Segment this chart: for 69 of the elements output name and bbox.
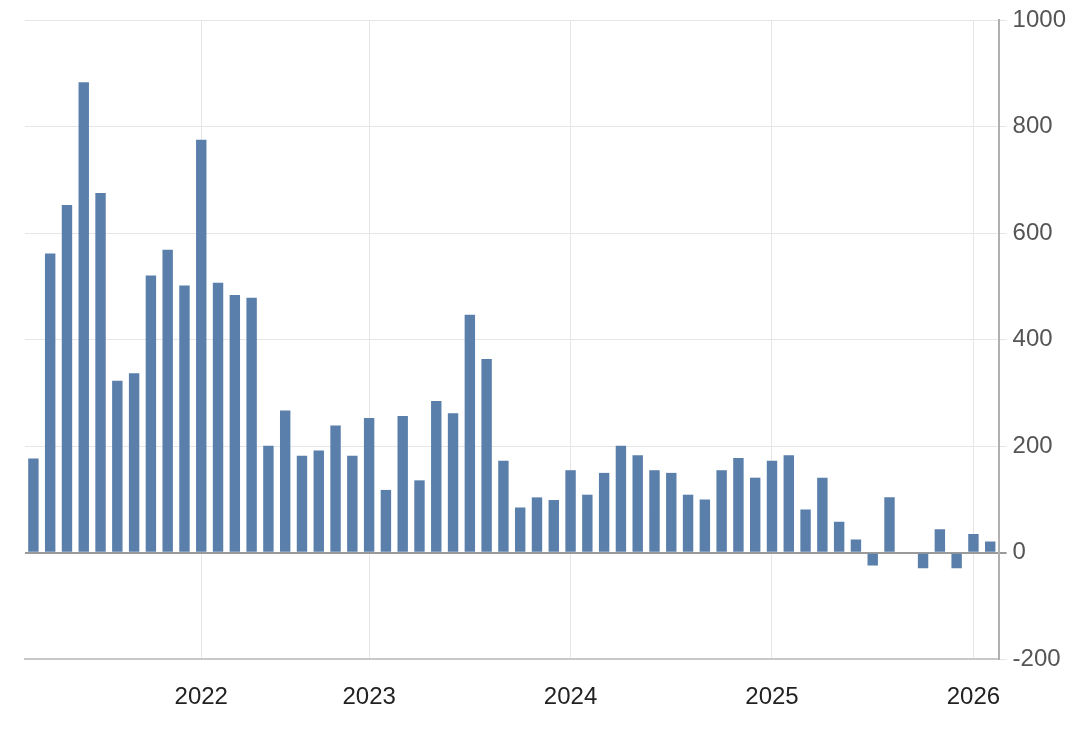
bar — [296, 455, 308, 552]
bar — [128, 373, 140, 552]
x-tick-label: 2023 — [342, 682, 396, 710]
bar — [833, 521, 845, 552]
bar — [330, 425, 341, 552]
bar — [548, 500, 559, 552]
bar — [78, 82, 89, 552]
bar — [279, 410, 291, 552]
bar — [145, 275, 157, 552]
y-tick-label: 200 — [1012, 430, 1053, 458]
bar — [380, 489, 392, 552]
bar — [884, 497, 895, 552]
bar — [112, 380, 123, 552]
bar — [800, 509, 811, 552]
bar — [431, 401, 442, 552]
x-tick-label: 2025 — [745, 682, 799, 710]
bar — [162, 249, 173, 552]
bar — [263, 445, 274, 552]
bar — [363, 418, 375, 552]
x-tick-label: 2024 — [543, 682, 598, 710]
bar — [867, 553, 878, 566]
bar — [212, 282, 224, 552]
bar — [750, 477, 761, 552]
bar — [481, 358, 492, 552]
bar — [313, 450, 324, 552]
bar — [464, 314, 476, 552]
bar — [766, 460, 778, 552]
bar — [934, 529, 946, 552]
bar — [246, 297, 257, 552]
y-tick-label: 800 — [1012, 111, 1053, 139]
bar — [397, 415, 408, 552]
bar — [716, 470, 727, 552]
bar — [565, 470, 576, 552]
bar — [531, 497, 543, 552]
bar — [447, 413, 459, 552]
bar — [817, 477, 828, 552]
bar — [666, 472, 677, 552]
y-tick-label: 400 — [1012, 324, 1053, 352]
bar — [95, 192, 106, 552]
x-tick-label: 2022 — [174, 682, 228, 710]
bar — [917, 553, 929, 569]
bar — [968, 534, 979, 552]
bar — [28, 458, 39, 552]
bar — [699, 499, 711, 552]
bar — [682, 494, 694, 552]
bar — [229, 295, 241, 552]
bar — [44, 253, 56, 552]
y-tick-label: 600 — [1012, 217, 1053, 245]
bar — [615, 445, 627, 552]
bar — [347, 455, 358, 552]
bar — [598, 472, 610, 552]
x-tick-label: 2026 — [946, 682, 1001, 710]
bar — [514, 507, 526, 552]
bar — [196, 139, 207, 552]
bar — [733, 457, 744, 552]
bar — [582, 494, 593, 552]
bar — [414, 480, 425, 552]
bar — [985, 541, 996, 552]
bar — [61, 205, 73, 552]
bar — [783, 455, 794, 552]
y-tick-label: -200 — [1012, 643, 1061, 671]
bar — [179, 285, 190, 552]
bar — [632, 455, 643, 552]
y-tick-label: 1000 — [1012, 5, 1066, 33]
y-tick-label: 0 — [1012, 537, 1026, 565]
bar — [951, 553, 962, 569]
bar — [498, 460, 509, 552]
bar — [850, 539, 862, 552]
bar — [649, 470, 660, 552]
